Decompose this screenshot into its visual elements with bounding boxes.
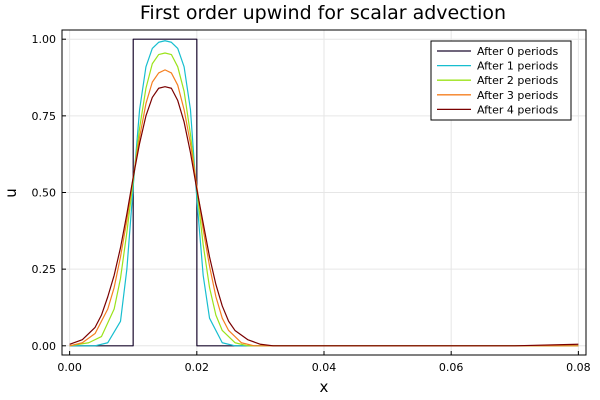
x-axis-ticks: 0.00 0.02 0.04 0.06 0.08 (57, 351, 591, 374)
x-axis-label: x (320, 378, 329, 396)
y-tick-label: 1.00 (32, 33, 57, 46)
series-line (69, 86, 579, 347)
y-axis-label: u (2, 188, 20, 198)
legend-label: After 2 periods (477, 74, 558, 87)
legend-label: After 0 periods (477, 45, 558, 58)
x-tick-label: 0.08 (566, 361, 591, 374)
x-tick-label: 0.00 (57, 361, 82, 374)
y-tick-label: 0.25 (32, 263, 57, 276)
y-tick-label: 0.75 (32, 110, 57, 123)
legend-label: After 4 periods (477, 103, 558, 116)
chart-title: First order upwind for scalar advection (140, 2, 506, 24)
legend-label: After 3 periods (477, 89, 558, 102)
x-tick-label: 0.04 (312, 361, 337, 374)
legend-label: After 1 periods (477, 60, 558, 73)
y-tick-label: 0.00 (32, 340, 57, 353)
x-tick-label: 0.02 (185, 361, 210, 374)
x-tick-label: 0.06 (439, 361, 464, 374)
series-lines (69, 38, 579, 347)
y-tick-label: 0.50 (32, 187, 57, 200)
y-axis-ticks: 0.00 0.25 0.50 0.75 1.00 (32, 33, 66, 353)
